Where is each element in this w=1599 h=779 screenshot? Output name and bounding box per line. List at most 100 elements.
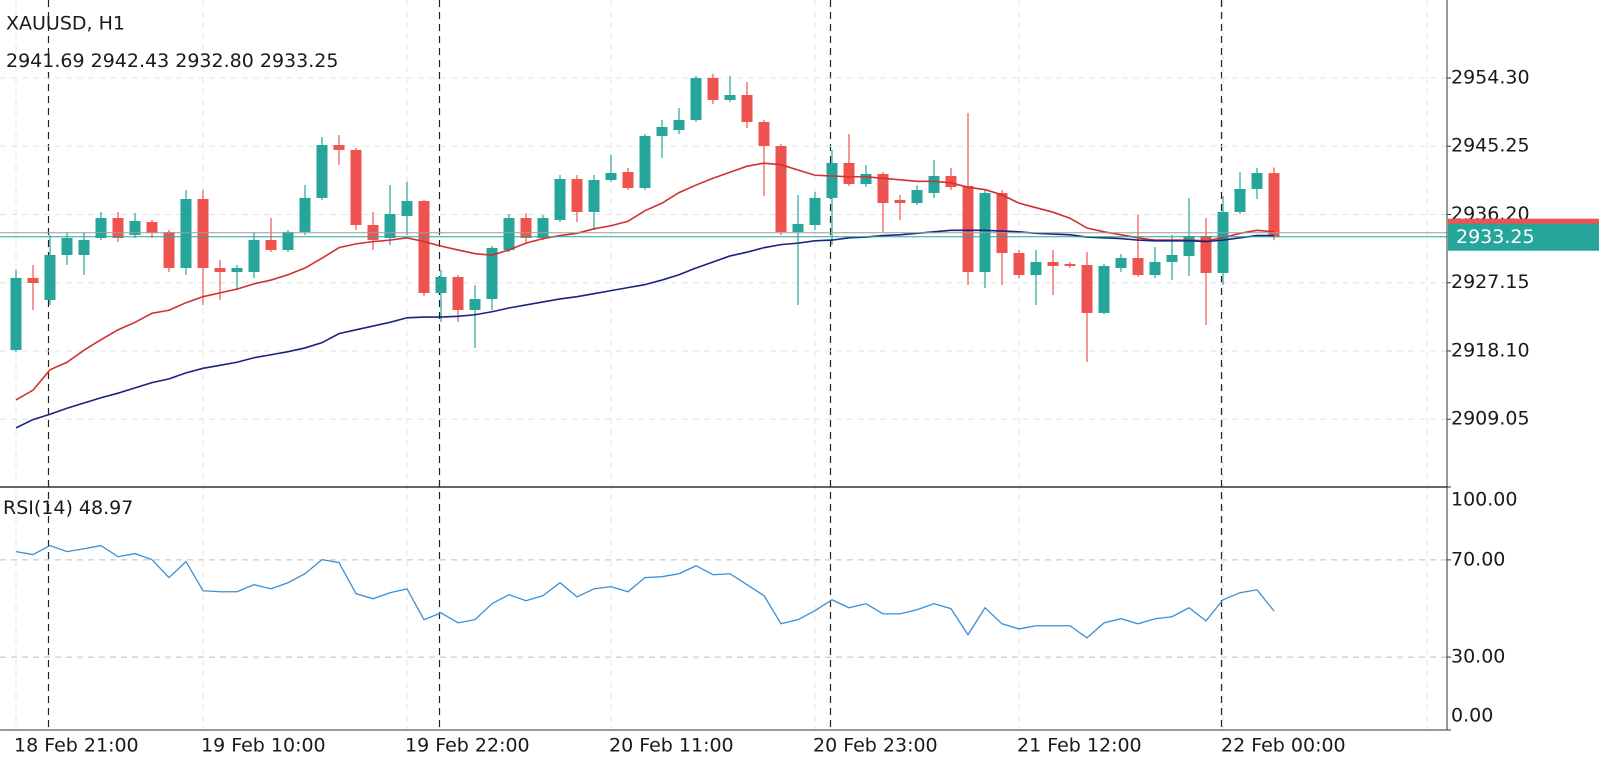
candle-body [282, 231, 294, 250]
candle-body [401, 200, 413, 216]
y-tick-label: 2954.30 [1451, 66, 1530, 88]
candle-body [656, 126, 668, 136]
x-tick-label: 19 Feb 10:00 [201, 735, 326, 757]
rsi-value: 48.97 [79, 497, 133, 519]
candle-body [316, 145, 328, 198]
x-tick-label: 20 Feb 23:00 [813, 735, 938, 757]
candle-body [809, 197, 821, 226]
low-readout: 2932.80 [175, 50, 254, 72]
candle-body [333, 145, 345, 150]
y-tick-label: 30.00 [1451, 646, 1505, 668]
x-tick-label: 20 Feb 11:00 [609, 735, 734, 757]
candle-body [622, 172, 634, 188]
marks-layer [0, 73, 1447, 639]
candle-body [996, 192, 1008, 254]
candle-body [112, 218, 124, 238]
close-readout: 2933.25 [260, 50, 339, 72]
candle-body [1183, 235, 1195, 257]
candle-body [61, 237, 73, 255]
chart-title: XAUUSD, H1 [6, 13, 125, 35]
candle-body [350, 149, 362, 226]
candle-body [248, 239, 260, 273]
open-readout: 2941.69 [6, 50, 85, 72]
candle-body [554, 179, 566, 220]
candle-body [724, 95, 736, 100]
y-tick-label: 0.00 [1451, 705, 1493, 727]
candle-body [877, 173, 889, 204]
x-tick-label: 22 Feb 00:00 [1221, 735, 1346, 757]
moving-average-line [15, 162, 1275, 401]
candle-body [520, 218, 532, 238]
candle-body [1098, 265, 1110, 313]
candle-body [197, 199, 209, 269]
rsi-name: RSI(14) [3, 497, 73, 519]
candle-body [758, 122, 770, 146]
candle-body [1013, 253, 1025, 276]
x-tick-label: 19 Feb 22:00 [405, 735, 530, 757]
candle-body [928, 176, 940, 193]
rsi-line [15, 544, 1275, 639]
candle-body [10, 277, 22, 350]
axes-layer [0, 0, 1451, 731]
candle-body [1132, 257, 1144, 276]
candle-body [1166, 254, 1178, 262]
candle-body [1234, 188, 1246, 212]
candle-body [231, 268, 243, 273]
candle-body [741, 95, 753, 123]
candle-body [95, 218, 107, 238]
y-tick-label: 2909.05 [1451, 408, 1530, 430]
candle-body [469, 299, 481, 311]
candle-body [1081, 264, 1093, 313]
candle-body [78, 239, 90, 255]
candle-body [707, 77, 719, 100]
last-price-tag [1448, 223, 1599, 251]
y-tick-label: 2945.25 [1451, 135, 1530, 157]
candle-body [571, 179, 583, 212]
candle-body [299, 197, 311, 232]
candle-body [27, 277, 39, 284]
candle-body [1217, 211, 1229, 273]
candle-body [1115, 257, 1127, 269]
y-tick-label: 100.00 [1451, 489, 1517, 511]
high-readout: 2942.43 [91, 50, 170, 72]
x-tick-label: 18 Feb 21:00 [14, 735, 139, 757]
candle-body [639, 135, 651, 188]
candle-body [1064, 264, 1076, 266]
candle-body [265, 239, 277, 250]
last-price-label: 2933.25 [1456, 226, 1535, 248]
candle-body [1030, 261, 1042, 276]
candle-body [894, 199, 906, 204]
candle-body [129, 220, 141, 235]
candle-body [486, 247, 498, 300]
candle-body [384, 214, 396, 238]
y-tick-label: 70.00 [1451, 548, 1505, 570]
candle-body [1047, 261, 1059, 266]
candle-body [435, 276, 447, 293]
candle-body [588, 180, 600, 212]
candle-body [452, 276, 464, 311]
candle-body [163, 231, 175, 269]
ohlc-readout: 2941.69 2942.43 2932.80 2933.25 [6, 50, 338, 72]
candle-body [962, 185, 974, 273]
candle-body [146, 222, 158, 234]
candle-body [860, 173, 872, 185]
candle-body [673, 119, 685, 131]
candle-body [180, 199, 192, 269]
candle-body [1200, 235, 1212, 273]
candle-body [792, 223, 804, 232]
candle-body [605, 172, 617, 181]
candle-body [214, 268, 226, 273]
candle-body [537, 218, 549, 238]
candle-body [945, 176, 957, 188]
candle-body [503, 218, 515, 250]
candle-body [911, 189, 923, 204]
candle-body [418, 200, 430, 293]
candle-body [1149, 261, 1161, 276]
candle-body [690, 77, 702, 120]
candle-body [826, 162, 838, 198]
y-tick-label: 2927.15 [1451, 271, 1530, 293]
candle-body [843, 162, 855, 185]
